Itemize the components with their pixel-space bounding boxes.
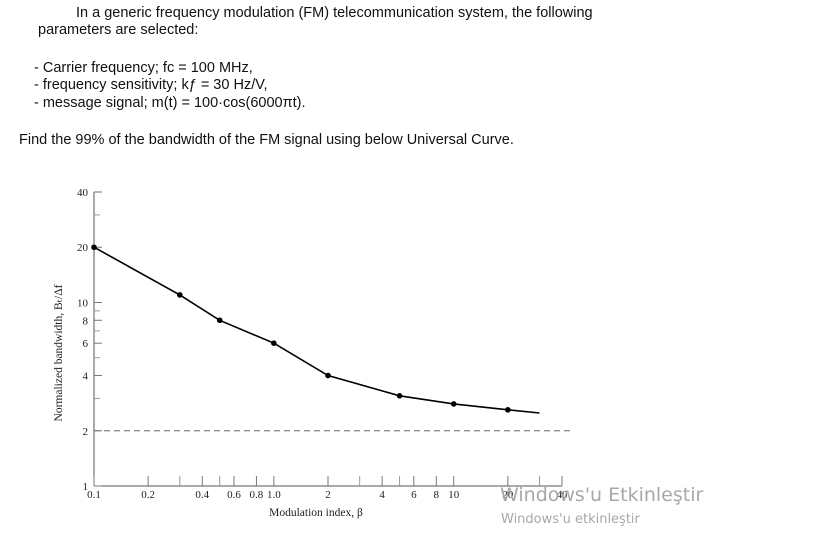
- y-tick-label: 6: [83, 338, 89, 350]
- x-tick-label: 0.2: [141, 489, 155, 501]
- curve-point: [216, 317, 223, 324]
- watermark-line-1: Windows'u Etkinleştir: [500, 484, 704, 506]
- x-tick-label: 0.4: [195, 489, 209, 501]
- watermark-line-2: Windows'u etkinleştir: [501, 512, 640, 527]
- curve-point: [505, 407, 511, 413]
- x-tick-label: 6: [411, 489, 417, 501]
- x-tick-label: 1.0: [267, 489, 281, 501]
- x-tick-label: 10: [448, 489, 460, 501]
- param-carrier-frequency: - Carrier frequency; fᴄ = 100 MHz,: [34, 60, 253, 76]
- curve-point: [396, 393, 403, 399]
- x-tick-label: 4: [379, 489, 385, 501]
- x-tick-label: 0.8: [250, 489, 264, 501]
- question-text: Find the 99% of the bandwidth of the FM …: [19, 132, 514, 148]
- curve-point: [177, 292, 183, 298]
- x-tick-label: 0.6: [227, 489, 241, 501]
- param-message-signal: - message signal; m(t) = 100·cos(6000πt)…: [34, 95, 306, 111]
- curve-point: [91, 244, 97, 251]
- y-tick-label: 40: [77, 187, 89, 199]
- curve-point: [325, 372, 331, 379]
- curve-point: [450, 401, 457, 407]
- x-tick-label: 8: [434, 489, 440, 501]
- y-tick-label: 2: [83, 426, 89, 438]
- curve-point: [271, 340, 277, 346]
- y-axis-title: Normalized bandwidth, Bₜ/Δf: [53, 284, 65, 421]
- y-tick-label: 1: [83, 481, 89, 493]
- y-tick-label: 20: [77, 242, 89, 254]
- x-axis-title: Modulation index, β: [269, 507, 363, 519]
- y-tick-label: 10: [77, 297, 89, 309]
- y-tick-label: 4: [83, 371, 89, 383]
- param-frequency-sensitivity: - frequency sensitivity; kƒ = 30 Hz/V,: [34, 77, 268, 93]
- intro-line-2: parameters are selected:: [38, 22, 199, 38]
- x-tick-label: 0.1: [87, 489, 101, 501]
- x-tick-label: 40: [557, 489, 569, 501]
- y-tick-label: 8: [83, 315, 89, 327]
- intro-line-1: In a generic frequency modulation (FM) t…: [76, 5, 593, 21]
- x-tick-label: 20: [502, 489, 514, 501]
- x-tick-label: 2: [325, 489, 331, 501]
- universal-curve-line: [93, 246, 540, 414]
